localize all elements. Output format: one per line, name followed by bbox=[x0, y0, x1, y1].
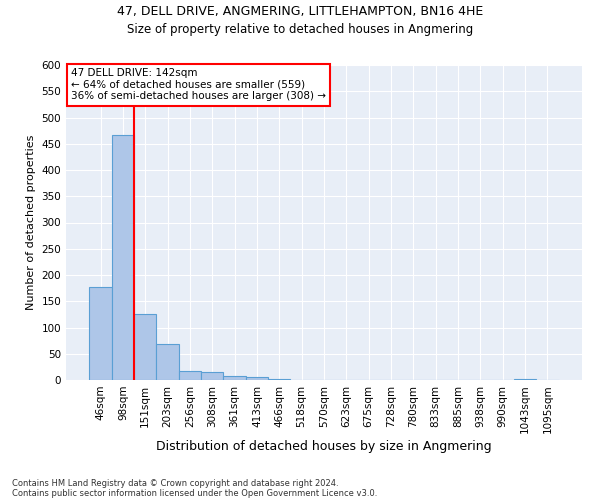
Bar bbox=[223, 376, 246, 380]
Bar bbox=[89, 286, 112, 380]
Bar bbox=[514, 379, 536, 380]
Bar bbox=[268, 379, 290, 380]
X-axis label: Distribution of detached houses by size in Angmering: Distribution of detached houses by size … bbox=[156, 440, 492, 454]
Text: Contains public sector information licensed under the Open Government Licence v3: Contains public sector information licen… bbox=[12, 488, 377, 498]
Bar bbox=[157, 344, 179, 380]
Text: 47, DELL DRIVE, ANGMERING, LITTLEHAMPTON, BN16 4HE: 47, DELL DRIVE, ANGMERING, LITTLEHAMPTON… bbox=[117, 5, 483, 18]
Text: Size of property relative to detached houses in Angmering: Size of property relative to detached ho… bbox=[127, 22, 473, 36]
Text: Contains HM Land Registry data © Crown copyright and database right 2024.: Contains HM Land Registry data © Crown c… bbox=[12, 478, 338, 488]
Text: 47 DELL DRIVE: 142sqm
← 64% of detached houses are smaller (559)
36% of semi-det: 47 DELL DRIVE: 142sqm ← 64% of detached … bbox=[71, 68, 326, 102]
Y-axis label: Number of detached properties: Number of detached properties bbox=[26, 135, 36, 310]
Bar bbox=[134, 314, 157, 380]
Bar bbox=[201, 372, 223, 380]
Bar bbox=[112, 135, 134, 380]
Bar bbox=[179, 370, 201, 380]
Bar bbox=[246, 378, 268, 380]
